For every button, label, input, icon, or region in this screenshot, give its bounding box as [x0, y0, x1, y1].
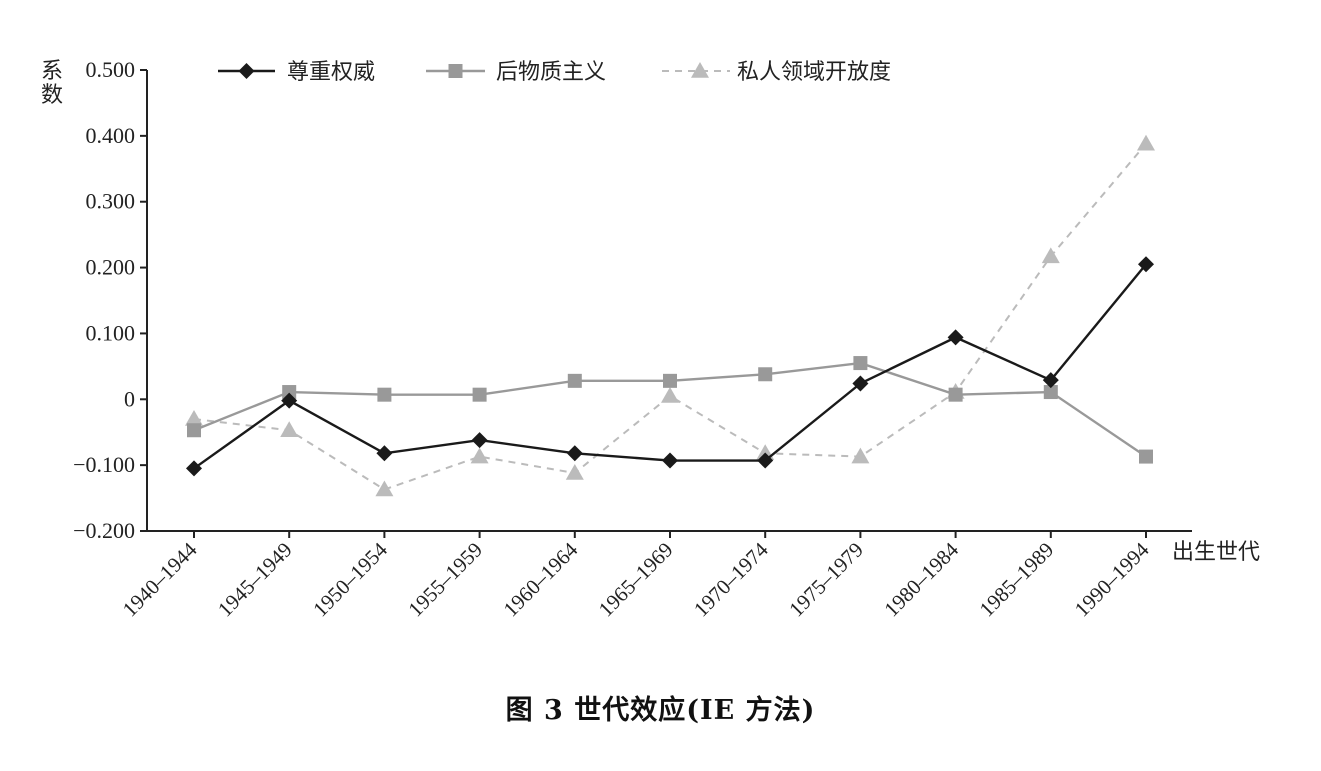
data-point-diamond — [662, 452, 678, 469]
data-point-diamond — [1138, 256, 1154, 273]
y-tick-label: 0.100 — [86, 320, 136, 345]
series-group — [185, 134, 1155, 497]
legend-item-2: 后物质主义 — [426, 60, 606, 85]
data-point-square — [1043, 385, 1058, 400]
data-point-diamond — [1042, 372, 1059, 389]
data-point-diamond — [757, 452, 774, 469]
data-point-square — [948, 387, 963, 402]
y-tick-label: 0.300 — [86, 189, 136, 214]
legend: 尊重权威 后物质主义 私人领域开放度 — [218, 60, 891, 85]
x-tick-label: 1965–1969 — [594, 538, 678, 622]
data-point-square — [663, 373, 677, 388]
legend-item-1: 尊重权威 — [218, 60, 375, 85]
data-point-square — [1139, 449, 1153, 464]
data-point-square — [187, 423, 201, 438]
series-line — [193, 143, 1147, 491]
y-axis-title: 系数 — [41, 59, 63, 108]
x-tick-label: 1945–1949 — [213, 538, 297, 622]
data-point-diamond — [238, 63, 255, 79]
data-point-triangle — [1137, 134, 1155, 151]
x-tick-label: 1975–1979 — [784, 538, 868, 622]
y-tick-label: −0.100 — [73, 452, 135, 477]
data-point-triangle — [280, 421, 299, 437]
data-point-diamond — [471, 432, 488, 449]
data-point-triangle — [185, 410, 203, 426]
x-axis-title: 出生世代 — [1172, 540, 1260, 565]
legend-label: 私人领域开放度 — [737, 60, 891, 85]
x-tick-label: 1955–1959 — [403, 538, 487, 622]
x-tick-label: 1990–1994 — [1070, 537, 1154, 621]
data-point-square — [472, 387, 487, 402]
data-point-diamond — [281, 392, 298, 409]
legend-item-3: 私人领域开放度 — [662, 60, 891, 85]
x-tick-label: 1980–1984 — [879, 537, 963, 621]
data-point-triangle — [565, 464, 584, 480]
y-tick-label: 0 — [124, 386, 135, 411]
data-point-triangle — [1041, 247, 1060, 264]
data-point-square — [758, 367, 773, 382]
x-tick-label: 1985–1989 — [975, 538, 1059, 622]
data-point-diamond — [186, 460, 202, 477]
y-tick-label: 0.400 — [86, 123, 136, 148]
data-point-diamond — [947, 329, 964, 346]
x-tick-label: 1970–1974 — [689, 537, 773, 621]
y-axis-ticks: −0.200 −0.100 0 0.100 0.200 0.300 0.400 0.500 — [73, 57, 147, 543]
series-line — [193, 263, 1147, 470]
x-axis-ticks: 1940–1944 1945–1949 1950–1954 1955–1959 1960… — [118, 531, 1154, 621]
legend-label: 尊重权威 — [287, 60, 375, 85]
data-point-triangle — [851, 447, 870, 464]
data-point-diamond — [566, 445, 583, 462]
y-tick-label: 0.200 — [86, 255, 136, 280]
series-2 — [187, 356, 1153, 464]
figure-caption: 图 3 世代效应(IE 方法) — [505, 695, 816, 726]
data-point-triangle — [470, 447, 489, 464]
data-point-square — [282, 385, 297, 400]
data-point-triangle — [661, 386, 679, 403]
data-point-triangle — [691, 62, 709, 78]
data-point-square — [567, 373, 582, 388]
series-1 — [186, 256, 1154, 477]
y-tick-label: −0.200 — [73, 518, 135, 543]
data-point-square — [448, 64, 463, 78]
x-tick-label: 1960–1964 — [499, 537, 583, 621]
x-tick-label: 1950–1954 — [308, 537, 392, 621]
data-point-triangle — [375, 480, 394, 497]
series-3 — [185, 134, 1155, 497]
y-tick-label: 0.500 — [86, 57, 136, 82]
data-point-diamond — [852, 375, 869, 392]
legend-label: 后物质主义 — [496, 60, 606, 85]
x-tick-label: 1940–1944 — [118, 537, 202, 621]
data-point-square — [377, 387, 392, 402]
data-point-square — [853, 356, 868, 371]
data-point-diamond — [376, 445, 393, 462]
